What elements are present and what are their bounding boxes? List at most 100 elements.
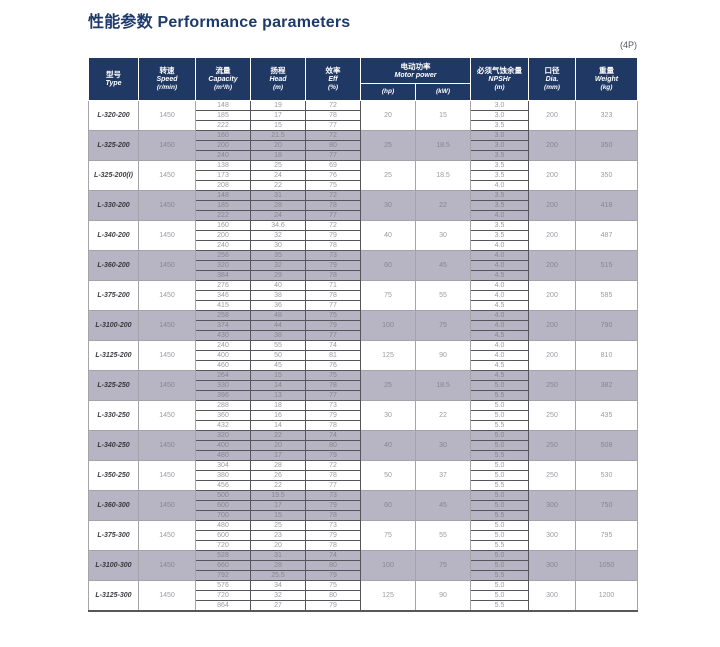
cell-dia: 250 [528, 460, 576, 491]
cell-speed: 1450 [138, 160, 196, 191]
cell-capacity-3: 864 [196, 600, 250, 610]
col-header-kw: (kW) [415, 83, 471, 101]
cell-kw: 30 [415, 220, 471, 251]
col-header-motor-power: 电动功率 Motor power [360, 57, 471, 84]
cell-npshr-3: 5.5 [471, 570, 528, 580]
cell-capacity-1: 500 [217, 492, 229, 499]
cell-npshr-3: 4.5 [471, 360, 528, 370]
cell-npshr: 4.5 5.0 5.5 [470, 370, 529, 401]
cell-capacity: 160 200 240 [195, 220, 251, 251]
col-header-capacity-en: Capacity [208, 76, 238, 83]
cell-capacity-1: 160 [217, 222, 229, 229]
cell-capacity-2: 400 [196, 440, 250, 450]
cell-capacity-2: 320 [196, 260, 250, 270]
cell-capacity-2: 660 [196, 560, 250, 570]
cell-head-1: 28 [274, 462, 282, 469]
cell-npshr-1: 4.0 [494, 342, 505, 349]
cell-head-3: 17 [251, 450, 305, 460]
cell-capacity-1: 288 [217, 402, 229, 409]
cell-eff: 74 81 76 [305, 340, 361, 371]
cell-dia: 200 [528, 100, 576, 131]
cell-eff-3: 77 [306, 300, 360, 310]
cell-eff-2: 80 [306, 440, 360, 450]
cell-eff: 74 80 79 [305, 550, 361, 581]
cell-eff: 72 80 77 [305, 130, 361, 161]
cell-speed: 1450 [138, 100, 196, 131]
cell-dia: 300 [528, 520, 576, 551]
cell-type: L-3100-300 [88, 550, 139, 581]
cell-head-3: 22 [251, 180, 305, 190]
col-header-speed-unit: (r/min) [156, 84, 178, 91]
table-row: L-360-200 1450 256 320 384 35 32 29 73 7… [88, 250, 638, 281]
cell-eff-1: 75 [329, 312, 337, 319]
cell-eff-2: 80 [306, 590, 360, 600]
cell-npshr-2: 3.5 [471, 200, 528, 210]
cell-npshr-2: 3.5 [471, 230, 528, 240]
cell-type: L-350-250 [88, 460, 139, 491]
cell-npshr: 3.0 3.0 3.5 [470, 100, 529, 131]
cell-npshr: 5.0 5.0 5.5 [470, 430, 529, 461]
cell-speed: 1450 [138, 280, 196, 311]
cell-hp: 25 [360, 130, 416, 161]
cell-eff-3: 77 [306, 330, 360, 340]
cell-head-3: 30 [251, 240, 305, 250]
cell-weight: 350 [575, 160, 638, 191]
cell-type: L-325-200(I) [88, 160, 139, 191]
col-header-weight-cn: 重量 [599, 66, 614, 75]
cell-head-3: 38 [251, 330, 305, 340]
cell-npshr-1: 4.5 [494, 372, 505, 379]
cell-weight: 350 [575, 130, 638, 161]
cell-capacity: 288 360 432 [195, 400, 251, 431]
cell-kw: 45 [415, 490, 471, 521]
cell-capacity-3: 430 [196, 330, 250, 340]
cell-capacity-2: 380 [196, 470, 250, 480]
cell-hp: 40 [360, 220, 416, 251]
cell-capacity-3: 222 [196, 120, 250, 130]
col-header-head-en: Head [269, 76, 287, 83]
cell-eff-1: 72 [329, 102, 337, 109]
cell-npshr-2: 5.0 [471, 500, 528, 510]
cell-head-1: 19 [274, 102, 282, 109]
cell-eff-2: 79 [306, 530, 360, 540]
cell-capacity-3: 480 [196, 450, 250, 460]
cell-type: L-330-250 [88, 400, 139, 431]
table-row: L-350-250 1450 304 380 456 28 26 22 72 7… [88, 460, 638, 491]
cell-dia: 200 [528, 160, 576, 191]
cell-kw: 22 [415, 190, 471, 221]
cell-head-2: 24 [251, 170, 305, 180]
col-header-capacity-unit: (m³/h) [213, 84, 233, 91]
col-header-type-en: Type [105, 80, 122, 87]
cell-npshr-1: 5.0 [494, 522, 505, 529]
cell-eff: 75 80 79 [305, 580, 361, 612]
cell-capacity-3: 396 [196, 390, 250, 400]
cell-npshr: 4.0 4.0 4.5 [470, 250, 529, 281]
cell-npshr-3: 5.5 [471, 510, 528, 520]
cell-dia: 300 [528, 490, 576, 521]
col-header-motor-power-en: Motor power [394, 71, 437, 79]
cell-hp: 30 [360, 190, 416, 221]
cell-head-1: 31 [274, 192, 282, 199]
cell-head-3: 29 [251, 270, 305, 280]
cell-npshr: 5.0 5.0 5.5 [470, 460, 529, 491]
cell-capacity-3: 432 [196, 420, 250, 430]
cell-kw: 30 [415, 430, 471, 461]
cell-hp: 75 [360, 280, 416, 311]
cell-head-1: 34.6 [271, 222, 285, 229]
cell-eff-2: 78 [306, 290, 360, 300]
cell-speed: 1450 [138, 520, 196, 551]
cell-capacity: 276 346 415 [195, 280, 251, 311]
cell-eff-3: 78 [306, 510, 360, 520]
cell-head-1: 31 [274, 552, 282, 559]
cell-head-2: 44 [251, 320, 305, 330]
cell-capacity-2: 360 [196, 410, 250, 420]
cell-head-1: 22 [274, 432, 282, 439]
table-row: L-3100-200 1450 258 374 430 48 44 38 75 … [88, 310, 638, 341]
col-header-speed-en: Speed [156, 76, 178, 83]
cell-capacity-1: 148 [217, 192, 229, 199]
cell-npshr-3: 5.5 [471, 600, 528, 610]
cell-capacity-3: 720 [196, 540, 250, 550]
table-row: L-3125-300 1450 576 720 864 34 32 27 75 … [88, 580, 638, 612]
cell-head-2: 16 [251, 410, 305, 420]
col-header-npshr-unit: (m) [494, 84, 505, 91]
cell-npshr-3: 5.5 [471, 390, 528, 400]
